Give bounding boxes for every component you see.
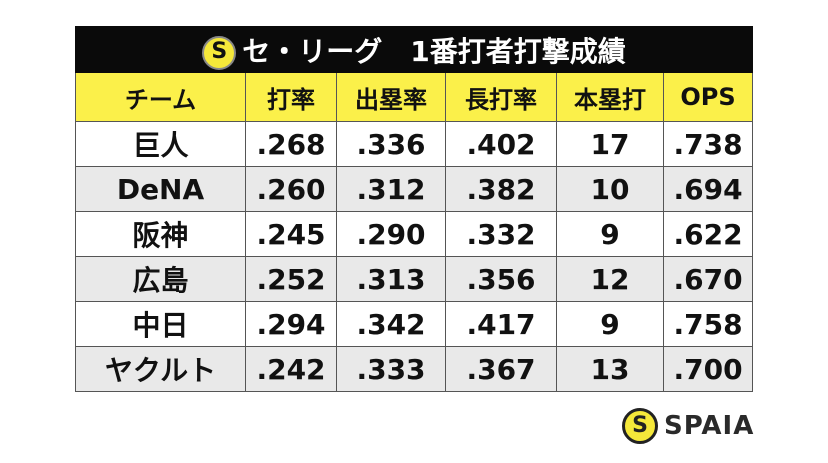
table-row: 阪神 .245.290.332 9.622 [75,211,754,257]
spaia-icon [622,408,658,444]
stat-cell: 10 [556,166,664,212]
column-header: 長打率 [445,72,557,122]
stat-cell: .313 [336,256,446,302]
brand-text: SPAIA [664,411,755,441]
column-header: 本塁打 [556,72,664,122]
stat-cell: .700 [662,346,754,392]
brand-logo: SPAIA [622,408,754,444]
stat-cell: .268 [245,121,337,167]
stat-cell: .294 [245,301,337,347]
table-title: セ・リーグ 1番打者打撃成績 [74,26,754,73]
header-row: チーム 打率 出塁率 長打率 本塁打 OPS [75,72,754,122]
stat-cell: .402 [445,121,557,167]
table-row: 中日 .294.342.417 9.758 [75,301,754,347]
stat-cell: .758 [662,301,754,347]
table-row: ヤクルト .242.333.367 13.700 [75,346,754,392]
stat-cell: 13 [556,346,664,392]
team-cell: 阪神 [75,211,246,257]
stat-cell: .367 [445,346,557,392]
column-header: 出塁率 [336,72,446,122]
stat-cell: .260 [245,166,337,212]
table-row: 広島 .252.313.356 12.670 [75,256,754,302]
stats-table: セ・リーグ 1番打者打撃成績 チーム 打率 出塁率 長打率 本塁打 OPS 巨人… [74,26,754,392]
stat-cell: 17 [556,121,664,167]
stat-cell: .670 [662,256,754,302]
team-cell: 広島 [75,256,246,302]
column-header: 打率 [245,72,337,122]
stat-cell: .738 [662,121,754,167]
stat-cell: .356 [445,256,557,302]
stat-cell: .242 [245,346,337,392]
stat-cell: .312 [336,166,446,212]
stat-cell: 9 [556,211,664,257]
stat-cell: .252 [245,256,337,302]
column-header: チーム [75,72,246,122]
team-cell: 中日 [75,301,246,347]
stat-cell: .336 [336,121,446,167]
table-row: 巨人 .268.336.402 17.738 [75,121,754,167]
title-text: セ・リーグ 1番打者打撃成績 [242,34,626,68]
spaia-logo-icon [202,35,237,70]
stat-cell: .622 [662,211,754,257]
stat-cell: .342 [336,301,446,347]
team-cell: 巨人 [75,121,246,167]
team-cell: ヤクルト [75,346,246,392]
stat-cell: .290 [336,211,446,257]
stat-cell: .332 [445,211,557,257]
table-row: DeNA .260.312.382 10.694 [75,166,754,212]
stat-cell: 9 [556,301,664,347]
stat-cell: 12 [556,256,664,302]
stat-cell: .382 [445,166,557,212]
stat-cell: .694 [662,166,754,212]
team-cell: DeNA [75,166,246,212]
stat-cell: .333 [336,346,446,392]
stat-cell: .245 [245,211,337,257]
stat-cell: .417 [445,301,557,347]
column-header: OPS [662,72,754,122]
